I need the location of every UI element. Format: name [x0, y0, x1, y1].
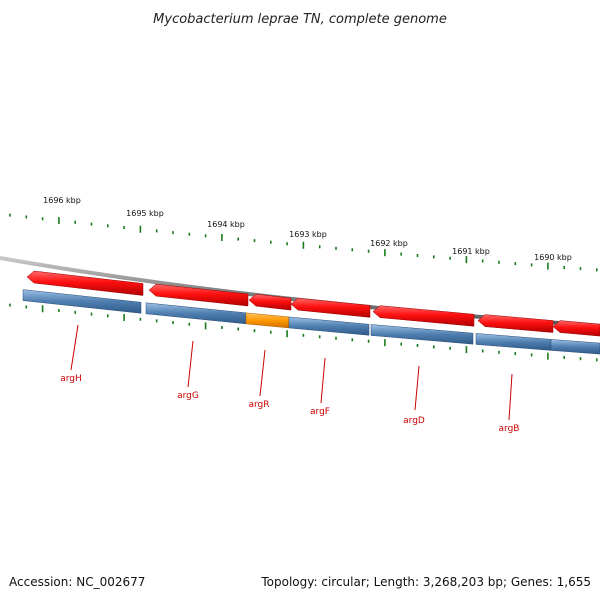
- gene-label-argB[interactable]: argB: [499, 424, 520, 434]
- coordinate-label: 1690 kbp: [534, 253, 572, 262]
- gene-leader-line: [70, 324, 79, 371]
- gene-leader-line: [320, 357, 326, 404]
- forward-features: [26, 270, 600, 337]
- map-title: Mycobacterium leprae TN, complete genome: [153, 12, 447, 27]
- outer-ticks: [9, 213, 598, 272]
- gene-leader-line: [187, 340, 194, 388]
- coordinate-label: 1695 kbp: [126, 209, 164, 218]
- coordinate-label: 1694 kbp: [207, 220, 245, 229]
- genome-backbone: [0, 256, 600, 328]
- forward-feature-arrow[interactable]: [477, 314, 554, 333]
- forward-feature-arrow[interactable]: [290, 297, 371, 318]
- cds-block[interactable]: [145, 302, 247, 325]
- gene-label-argF[interactable]: argF: [310, 407, 330, 417]
- forward-feature-arrow[interactable]: [26, 270, 144, 296]
- coordinate-label: 1692 kbp: [370, 239, 408, 248]
- highlighted-cds-block[interactable]: [245, 312, 290, 329]
- coordinate-label: 1696 kbp: [43, 196, 81, 205]
- cds-block[interactable]: [22, 289, 142, 314]
- forward-feature-arrow[interactable]: [148, 283, 249, 307]
- gene-leader-line: [259, 349, 266, 397]
- inner-ticks: [9, 303, 598, 362]
- cds-block[interactable]: [370, 324, 474, 345]
- gene-leader-line: [508, 373, 513, 421]
- forward-feature-arrow[interactable]: [372, 305, 475, 327]
- forward-feature-arrow[interactable]: [552, 320, 600, 337]
- coordinate-label: 1693 kbp: [289, 230, 327, 239]
- cds-block[interactable]: [550, 339, 600, 355]
- coordinate-label: 1691 kbp: [452, 247, 490, 256]
- accession-text: Accession: NC_002677: [9, 575, 145, 589]
- gene-leader-line: [414, 365, 420, 411]
- coordinate-labels: 1696 kbp 1695 kbp 1694 kbp 1693 kbp 1692 kbp…: [43, 196, 572, 262]
- gene-label-argG[interactable]: argG: [177, 391, 199, 401]
- genome-summary: Topology: circular; Length: 3,268,203 bp…: [260, 575, 591, 589]
- gene-label-argD[interactable]: argD: [403, 416, 425, 426]
- gene-labels: argH argG argR argF argD argB: [60, 324, 520, 434]
- cds-block[interactable]: [288, 316, 370, 336]
- cds-track: [22, 289, 600, 355]
- gene-label-argH[interactable]: argH: [60, 374, 82, 384]
- gene-label-argR[interactable]: argR: [248, 400, 269, 410]
- cds-block[interactable]: [475, 333, 552, 351]
